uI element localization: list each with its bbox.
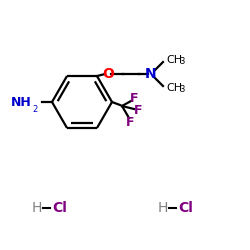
Text: Cl: Cl <box>178 201 193 215</box>
Text: O: O <box>102 67 114 81</box>
Text: CH: CH <box>166 83 182 93</box>
Text: F: F <box>134 104 142 117</box>
Text: N: N <box>145 67 157 81</box>
Text: H: H <box>158 201 168 215</box>
Text: H: H <box>32 201 42 215</box>
Text: 2: 2 <box>32 105 37 114</box>
Text: 3: 3 <box>179 84 184 94</box>
Text: NH: NH <box>11 96 32 108</box>
Text: F: F <box>126 116 134 128</box>
Text: CH: CH <box>166 55 182 65</box>
Text: Cl: Cl <box>52 201 67 215</box>
Text: 3: 3 <box>179 56 184 66</box>
Text: F: F <box>130 92 138 104</box>
